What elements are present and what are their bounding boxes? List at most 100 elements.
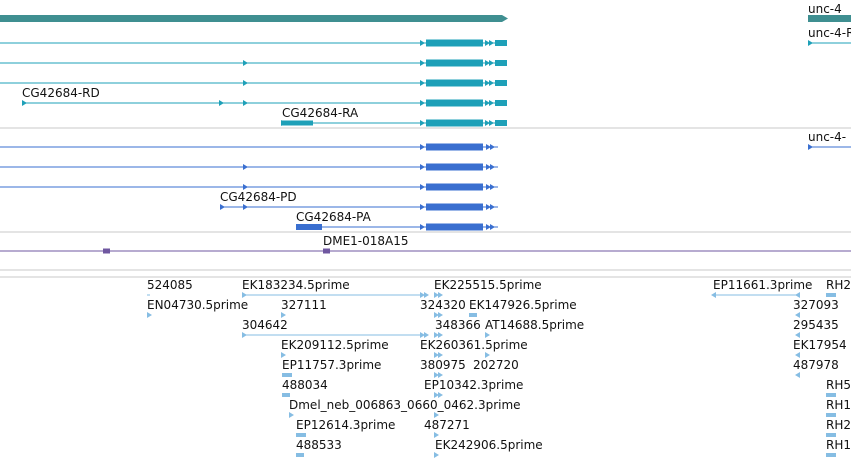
est-e04-glyph [281, 312, 286, 318]
transcript-label-cg42684-pa[interactable]: CG42684-PA [296, 210, 371, 224]
est-label[interactable]: 380975 [420, 358, 466, 372]
est-e05-start [242, 332, 247, 338]
transcript-t5-strand [485, 120, 490, 126]
est-label[interactable]: RH1 [826, 398, 851, 412]
est-label[interactable]: RH2 [826, 418, 851, 432]
transcript-t4-strand [420, 100, 425, 106]
transcript-label-cg42684-ra[interactable]: CG42684-RA [282, 106, 359, 120]
est-label[interactable]: AT14688.5prime [485, 318, 585, 332]
est-label[interactable]: EP12614.3prime [296, 418, 396, 432]
est-label[interactable]: 488034 [282, 378, 328, 392]
transcript-p3-strand [420, 184, 425, 190]
est-label[interactable]: EK209112.5prime [281, 338, 389, 352]
clone-end-left [103, 248, 110, 254]
est-label[interactable]: EK183234.5prime [242, 278, 350, 292]
est-label[interactable]: 524085 [147, 278, 193, 292]
transcript-t5-strand [489, 120, 494, 126]
transcript-p2-strand [490, 164, 495, 170]
gene-bar-left[interactable] [0, 15, 508, 22]
est-e09-glyph [289, 412, 294, 418]
transcript-label-cg42684-pd[interactable]: CG42684-PD [220, 190, 297, 204]
transcript-p4-strand [420, 204, 425, 210]
transcript-p4-strand [486, 204, 491, 210]
transcript-t3-strand [485, 80, 490, 86]
est-col-strand [434, 432, 439, 438]
est-e10-glyph [296, 433, 306, 437]
transcript-p6-start [808, 144, 813, 150]
est-label[interactable]: EK260361.5prime [420, 338, 528, 352]
est-col-strand [434, 372, 439, 378]
est-label[interactable]: EK242906.5prime [435, 438, 543, 452]
est-rh-glyph [826, 453, 836, 457]
est-label[interactable]: EK225515.5prime [434, 278, 542, 292]
est-label[interactable]: 202720 [473, 358, 519, 372]
est-col-strand [434, 452, 439, 458]
transcript-p2-exon [426, 163, 483, 171]
transcript-label-unc4-r[interactable]: unc-4-R [808, 26, 851, 40]
est-label[interactable]: 324320 [420, 298, 466, 312]
transcript-p5-strand [486, 224, 491, 230]
transcript-p4-strand [490, 204, 495, 210]
est-label[interactable]: Dmel_neb_006863_0660_0462.3prime [289, 398, 521, 412]
est-e03-strand [424, 292, 429, 298]
transcript-t1-strand [485, 40, 490, 46]
transcript-p2-strand [486, 164, 491, 170]
transcript-t3-strand [420, 80, 425, 86]
est-col-strand [438, 332, 443, 338]
est-label[interactable]: EP11661.3prime [713, 278, 813, 292]
est-right-strand [795, 352, 800, 358]
est-label[interactable]: 304642 [242, 318, 288, 332]
est-label[interactable]: 327093 [793, 298, 839, 312]
est-label[interactable]: EP11757.3prime [282, 358, 382, 372]
clone-label-dme1-018a15[interactable]: DME1-018A15 [323, 234, 409, 248]
transcript-p3-strand [490, 184, 495, 190]
transcript-t5-strand [420, 120, 425, 126]
transcript-p5-strand [490, 224, 495, 230]
transcript-p3-strand [486, 184, 491, 190]
est-label[interactable]: 488533 [296, 438, 342, 452]
est-label[interactable]: 295435 [793, 318, 839, 332]
transcript-p4-exon [426, 203, 483, 211]
est-col-strand [434, 392, 439, 398]
est-label[interactable]: EN04730.5prime [147, 298, 249, 312]
est-label[interactable]: 487978 [793, 358, 839, 372]
est-col-strand [434, 332, 439, 338]
est-col-strand [438, 372, 443, 378]
transcript-t2-strand [485, 60, 490, 66]
transcript-p1-strand [420, 144, 425, 150]
est-rh-glyph [826, 433, 836, 437]
est-label[interactable]: EK147926.5prime [469, 298, 577, 312]
est-label[interactable]: RH5 [826, 378, 851, 392]
transcript-t4-exon [426, 99, 483, 107]
transcript-t4-strand [219, 100, 224, 106]
est-rh-glyph [826, 393, 836, 397]
transcript-p3-strand [243, 184, 248, 190]
transcript-p1-exon [426, 143, 483, 151]
transcript-t3-strand [243, 80, 248, 86]
transcript-label-unc4-p[interactable]: unc-4- [808, 130, 847, 144]
est-label[interactable]: EP10342.3prime [424, 378, 524, 392]
transcript-p2-strand [420, 164, 425, 170]
est-label[interactable]: EK17954 [793, 338, 847, 352]
est-col-strand [438, 352, 443, 358]
est-label[interactable]: 348366 [435, 318, 481, 332]
transcript-t3-strand [489, 80, 494, 86]
est-label[interactable]: RH2 [826, 278, 851, 292]
transcript-t3-exon [495, 80, 507, 86]
transcript-p4-strand [243, 204, 248, 210]
transcript-t5-exon [495, 120, 507, 126]
est-e03-start [242, 292, 247, 298]
transcript-t4-exon [495, 100, 507, 106]
gene-label-unc4[interactable]: unc-4 [808, 2, 842, 16]
transcript-t5-exon [281, 120, 313, 126]
est-label[interactable]: 327111 [281, 298, 327, 312]
transcript-t6-start [808, 40, 813, 46]
est-label[interactable]: 487271 [424, 418, 470, 432]
transcript-p3-exon [426, 183, 483, 191]
est-e02-glyph [147, 312, 152, 318]
transcript-label-cg42684-rd[interactable]: CG42684-RD [22, 86, 100, 100]
est-e06-glyph [281, 352, 286, 358]
est-label[interactable]: RH1 [826, 438, 851, 452]
